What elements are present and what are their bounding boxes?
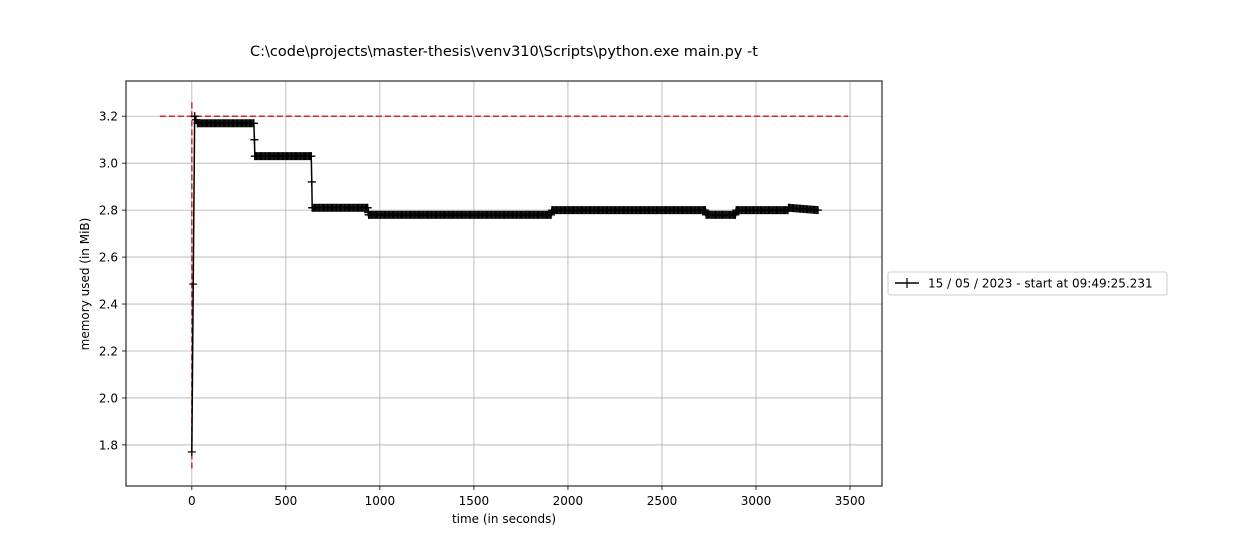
data-point bbox=[814, 206, 823, 215]
y-tick-label: 3.2 bbox=[99, 110, 118, 124]
y-tick-label: 2.0 bbox=[99, 391, 118, 405]
data-point bbox=[307, 177, 316, 186]
x-axis-label: time (in seconds) bbox=[452, 512, 556, 526]
x-tick-label: 500 bbox=[274, 494, 297, 508]
y-tick-label: 2.8 bbox=[99, 204, 118, 218]
y-tick-label: 3.0 bbox=[99, 157, 118, 171]
legend: 15 / 05 / 2023 - start at 09:49:25.231 bbox=[887, 271, 1168, 296]
y-axis-label: memory used (in MiB) bbox=[78, 218, 92, 351]
series-memory-line bbox=[187, 112, 823, 456]
chart-title: C:\code\projects\master-thesis\venv310\S… bbox=[250, 44, 758, 60]
y-tick-label: 2.2 bbox=[99, 345, 118, 359]
y-axis-ticks: 1.8 2.0 2.2 2.4 2.6 2.8 3.0 3.2 bbox=[99, 110, 126, 452]
x-tick-label: 1000 bbox=[365, 494, 396, 508]
plot-frame bbox=[125, 80, 883, 487]
data-point bbox=[249, 119, 258, 128]
x-axis-ticks: 0 500 1000 1500 2000 2500 3000 3500 bbox=[188, 486, 865, 508]
x-tick-label: 3000 bbox=[741, 494, 772, 508]
y-tick-label: 2.6 bbox=[99, 251, 118, 265]
y-tick-label: 1.8 bbox=[99, 438, 118, 452]
legend-label: 15 / 05 / 2023 - start at 09:49:25.231 bbox=[928, 277, 1153, 291]
data-point bbox=[307, 152, 316, 161]
legend-box bbox=[887, 271, 1168, 296]
x-tick-label: 2000 bbox=[553, 494, 584, 508]
x-tick-label: 0 bbox=[188, 494, 196, 508]
data-point bbox=[187, 447, 196, 456]
x-tick-label: 3500 bbox=[835, 494, 866, 508]
data-point bbox=[190, 112, 199, 121]
data-point bbox=[189, 280, 198, 289]
x-tick-label: 1500 bbox=[459, 494, 490, 508]
x-tick-label: 2500 bbox=[647, 494, 678, 508]
y-tick-label: 2.4 bbox=[99, 298, 118, 312]
data-point bbox=[250, 135, 259, 144]
grid-lines bbox=[126, 81, 882, 486]
